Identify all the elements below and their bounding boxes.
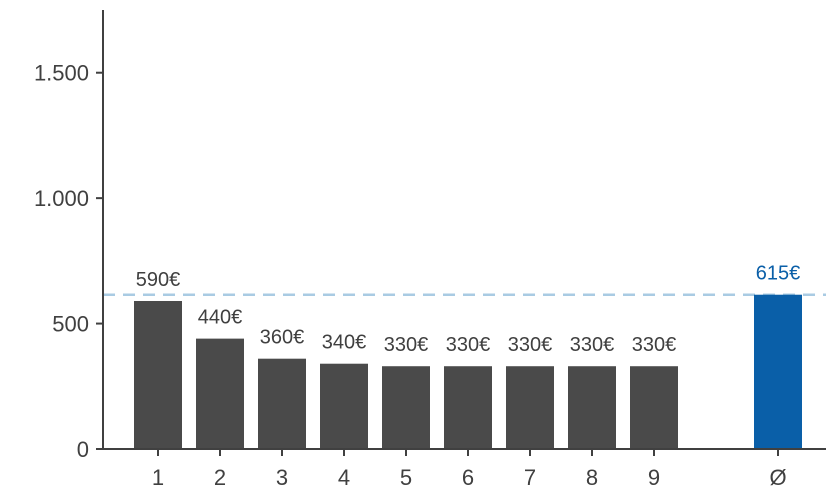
x-tick-label: 2 — [214, 465, 226, 490]
bar — [506, 366, 554, 449]
data-label: 440€ — [198, 307, 243, 329]
x-tick-label: 1 — [152, 465, 164, 490]
y-tick-label: 1.000 — [34, 186, 89, 211]
x-tick-label: 9 — [648, 465, 660, 490]
x-tick-label: Ø — [769, 465, 786, 490]
data-label: 360€ — [260, 327, 305, 349]
x-tick-label: 4 — [338, 465, 350, 490]
x-tick-label: 7 — [524, 465, 536, 490]
data-label: 330€ — [384, 334, 429, 356]
y-tick-label: 0 — [77, 437, 89, 462]
data-label: 330€ — [632, 334, 677, 356]
x-tick-label: 3 — [276, 465, 288, 490]
data-label: 340€ — [322, 332, 367, 354]
bar — [196, 338, 244, 449]
data-labels: 590€ 440€ 360€ 340€ 330€ 330€ 330€ 330€ 330€ 615€ — [136, 263, 801, 356]
bar — [134, 300, 182, 449]
bar — [382, 366, 430, 449]
x-tick-label: 6 — [462, 465, 474, 490]
y-tick-label: 1.500 — [34, 61, 89, 86]
bar — [568, 366, 616, 449]
y-axis-ticks: 0 500 1.000 1.500 — [34, 61, 103, 462]
x-tick-label: 5 — [400, 465, 412, 490]
bar — [258, 358, 306, 449]
data-label: 615€ — [756, 263, 801, 285]
bar — [320, 363, 368, 449]
x-tick-label: 8 — [586, 465, 598, 490]
bars — [134, 294, 802, 449]
data-label: 330€ — [508, 334, 553, 356]
y-tick-label: 500 — [52, 312, 89, 337]
axes — [102, 10, 826, 450]
bar — [444, 366, 492, 449]
data-label: 330€ — [570, 334, 615, 356]
x-axis-ticks: 1 2 3 4 5 6 7 8 9 Ø — [152, 449, 787, 490]
bar-average — [754, 294, 802, 449]
data-label: 590€ — [136, 269, 181, 291]
bar — [630, 366, 678, 449]
data-label: 330€ — [446, 334, 491, 356]
